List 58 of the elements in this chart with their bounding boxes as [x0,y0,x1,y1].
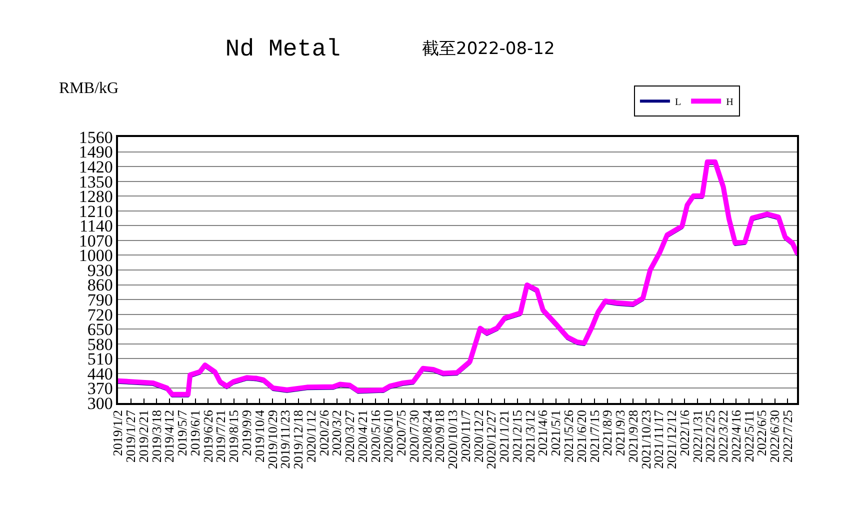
x-tick-label: 2021/4/6 [535,409,550,456]
x-tick-label: 2019/10/4 [252,409,267,463]
x-tick-label: 2020/11/7 [458,409,473,462]
x-tick-label: 2022/6/5 [754,410,770,456]
x-tick-label: 2020/6/10 [380,410,396,463]
x-tick-label: 2020/4/21 [354,410,370,463]
x-tick-label: 2022/1/6 [676,409,692,456]
x-tick-label: 2021/10/23 [638,410,654,470]
x-tick-label: 2020/7/5 [394,410,409,456]
x-tick-label: 2019/2/21 [136,410,151,463]
x-tick-label: 2022/4/16 [728,409,744,463]
x-tick-label: 2022/7/25 [780,410,795,463]
x-tick-label: 2020/3/27 [342,409,358,463]
x-tick-label: 2021/9/28 [625,410,640,463]
x-tick-label: 2019/12/18 [290,410,306,470]
x-tick-label: 2019/11/23 [278,410,293,469]
x-tick-label: 2020/2/6 [316,409,332,456]
x-tick-label: 2021/1/21 [496,410,512,463]
x-tick-label: 2019/6/26 [200,409,216,463]
x-tick-label: 2021/9/3 [612,410,628,456]
x-tick-label: 2021/2/15 [509,410,524,463]
x-tick-label: 2022/5/11 [741,410,756,462]
x-tick-label: 2019/7/21 [213,410,228,463]
chart-subtitle: 截至2022-08-12 [422,39,555,59]
x-tick-label: 2021/8/9 [600,410,615,456]
y-axis-title: RMB/kG [59,80,120,97]
x-tick-label: 2021/3/12 [522,410,538,463]
x-tick-label: 2020/8/24 [419,409,434,463]
x-tick-label: 2020/1/12 [303,410,318,463]
legend-label: L [674,96,682,108]
x-tick-label: 2020/9/18 [432,410,448,463]
x-tick-label: 2021/5/26 [561,409,576,463]
x-tick-label: 2021/7/15 [586,410,602,463]
x-tick-label: 2020/7/30 [406,410,422,463]
x-tick-label: 2020/5/16 [368,409,383,463]
x-tick-label: 2020/12/2 [470,410,486,463]
x-tick-label: 2022/6/30 [767,410,782,463]
x-tick-label: 2021/5/1 [548,410,564,456]
x-tick-label: 2019/10/29 [264,410,280,470]
legend-label: H [726,96,734,108]
x-tick-label: 2022/1/31 [690,410,705,463]
x-tick-label: 2019/1/27 [123,409,138,463]
x-tick-label: 2021/11/17 [651,409,666,469]
x-tick-label: 2019/4/12 [162,410,177,463]
x-tick-label: 2019/6/1 [188,410,203,456]
x-tick-label: 2019/5/7 [174,409,190,456]
x-tick-label: 2020/3/2 [329,410,344,456]
x-tick-label: 2019/9/9 [239,410,254,456]
x-tick-label: 2021/12/12 [664,410,680,470]
x-tick-label: 2019/3/18 [148,410,164,463]
x-tick-label: 2019/8/15 [226,410,242,463]
x-tick-label: 2019/1/2 [110,410,126,456]
x-tick-label: 2022/2/25 [702,410,718,463]
x-tick-label: 2021/6/20 [574,410,589,463]
x-tick-label: 2020/10/13 [445,410,460,470]
chart-title: Nd Metal [225,36,341,64]
x-tick-label: 2020/12/27 [484,409,499,470]
x-tick-label: 2022/3/22 [716,410,731,463]
